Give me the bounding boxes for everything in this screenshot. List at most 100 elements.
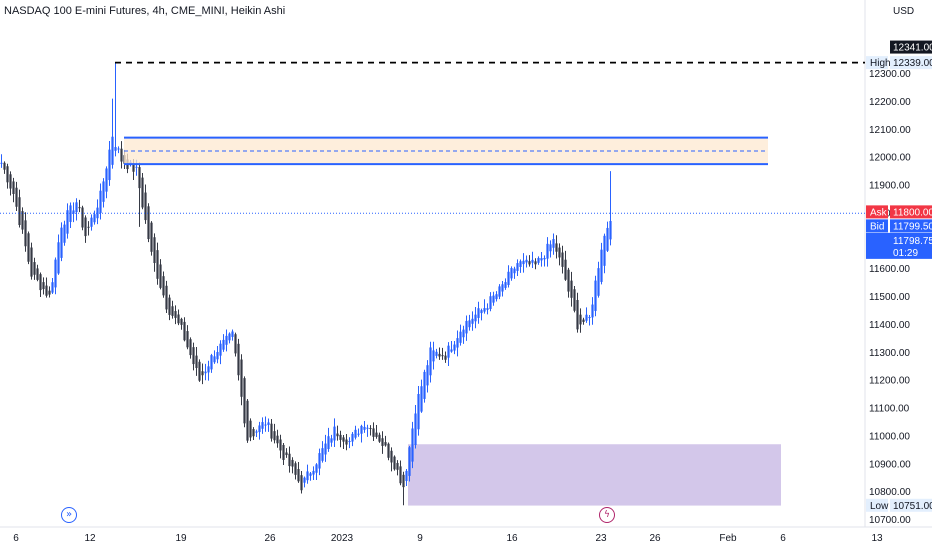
- candle: [297, 462, 300, 483]
- candle-body: [81, 207, 84, 228]
- candle-body: [258, 425, 261, 433]
- candle: [330, 434, 333, 447]
- candle: [255, 429, 258, 438]
- candle: [249, 418, 252, 442]
- low-value-bg: [890, 498, 932, 512]
- candle: [153, 233, 156, 272]
- candle-body: [27, 233, 30, 262]
- candle-body: [159, 264, 162, 288]
- candle-body: [321, 448, 324, 461]
- candle: [384, 435, 387, 447]
- candle-body: [174, 311, 177, 318]
- candle-body: [609, 220, 612, 240]
- y-tick-label: 11100.00: [869, 404, 910, 415]
- candle-body: [273, 431, 276, 441]
- candle-body: [309, 473, 312, 476]
- candle-body: [87, 226, 90, 228]
- candle-body: [105, 168, 108, 192]
- candle-body: [471, 318, 474, 324]
- candle: [555, 235, 558, 259]
- candle: [294, 461, 297, 480]
- last-price-value: 11798.75: [893, 236, 932, 247]
- candle-body: [312, 470, 315, 475]
- candle: [66, 203, 69, 239]
- candle: [564, 250, 567, 281]
- candle: [312, 466, 315, 480]
- candle: [288, 446, 291, 473]
- candle: [537, 256, 540, 265]
- candle: [516, 259, 519, 277]
- candle-body: [84, 217, 87, 237]
- candle-body: [414, 413, 417, 446]
- candle-body: [525, 259, 528, 263]
- candle: [561, 245, 564, 274]
- candle: [102, 178, 105, 208]
- candle: [495, 291, 498, 302]
- candle: [252, 427, 255, 440]
- x-tick-label: 23: [595, 533, 607, 544]
- candle: [96, 199, 99, 225]
- candle: [291, 457, 294, 474]
- candle-body: [207, 366, 210, 373]
- x-tick-label: 19: [175, 533, 187, 544]
- candle-body: [495, 294, 498, 300]
- candle-body: [417, 393, 420, 430]
- low-label: Low: [866, 498, 889, 512]
- candle-body: [585, 314, 588, 321]
- candle: [480, 308, 483, 321]
- candle: [231, 329, 234, 341]
- candle: [603, 233, 606, 274]
- candle-body: [276, 435, 279, 444]
- candle-body: [255, 431, 258, 433]
- candle-body: [237, 343, 240, 376]
- ask-value: 11800.00: [893, 207, 932, 218]
- candle-body: [234, 334, 237, 354]
- candle: [234, 332, 237, 357]
- x-tick-label: 2023: [331, 533, 354, 544]
- candle: [540, 252, 543, 267]
- candle: [114, 62, 117, 157]
- x-tick-label: 26: [264, 533, 276, 544]
- candle: [204, 363, 207, 381]
- candle-body: [354, 429, 357, 438]
- candle-body: [381, 438, 384, 446]
- candle-body: [492, 295, 495, 303]
- candle-body: [426, 365, 429, 386]
- candle-body: [324, 443, 327, 455]
- candle-body: [183, 321, 186, 341]
- candle-body: [291, 459, 294, 467]
- candle-body: [546, 243, 549, 259]
- candle: [57, 234, 60, 275]
- scroll-to-realtime-button[interactable]: »: [61, 507, 77, 523]
- candle: [315, 463, 318, 480]
- candle: [36, 264, 39, 282]
- candle: [117, 146, 120, 154]
- candle-body: [501, 284, 504, 292]
- candle-body: [90, 217, 93, 227]
- candle: [597, 261, 600, 298]
- candle-body: [66, 210, 69, 234]
- candle-body: [357, 433, 360, 435]
- candle: [30, 242, 33, 280]
- bid-value-bg: [890, 219, 932, 233]
- candle-body: [186, 331, 189, 348]
- candle-body: [48, 290, 51, 295]
- candle-body: [45, 285, 48, 296]
- candle: [48, 286, 51, 298]
- candle: [168, 294, 171, 321]
- candle: [141, 173, 144, 210]
- candle: [369, 425, 372, 436]
- candle-body: [177, 314, 180, 324]
- candle-body: [60, 227, 63, 258]
- candle-body: [162, 276, 165, 296]
- candle-body: [222, 339, 225, 350]
- candle-body: [537, 257, 540, 263]
- candle-body: [567, 269, 570, 292]
- candle: [222, 334, 225, 352]
- candle-body: [345, 439, 348, 445]
- news-flash-button[interactable]: ϟ: [599, 507, 615, 523]
- candle: [522, 253, 525, 273]
- candle: [468, 314, 471, 331]
- candle: [261, 417, 264, 434]
